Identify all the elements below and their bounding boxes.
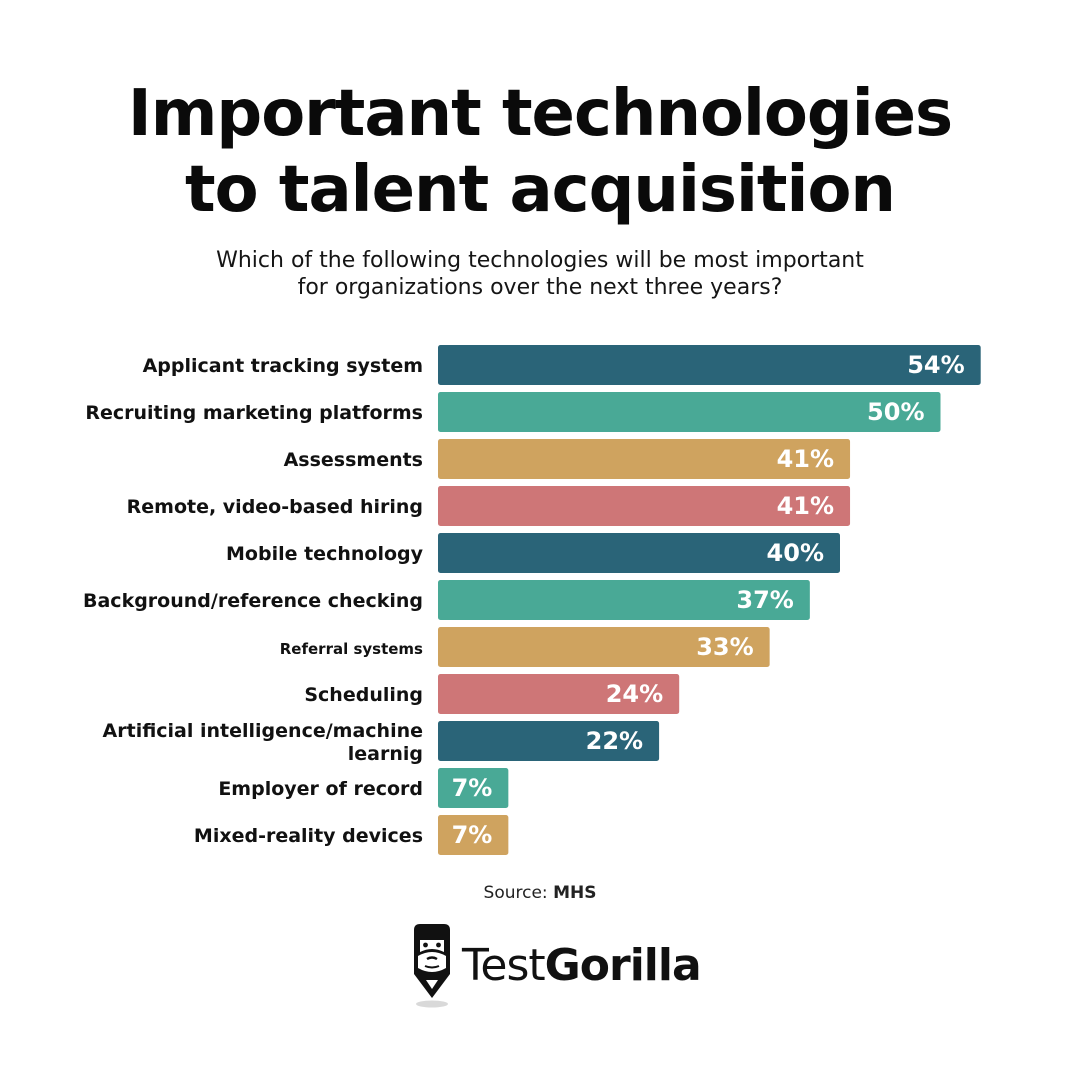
source-prefix: Source:: [483, 883, 548, 903]
category-label: Scheduling: [304, 684, 423, 706]
gorilla-logo-icon: [414, 924, 450, 1008]
bar-row: 41% Assessments: [284, 439, 851, 479]
bar: [438, 345, 981, 385]
bar-row: 50% Recruiting marketing platforms: [85, 392, 941, 432]
bar: [438, 627, 770, 667]
bar: [438, 815, 509, 855]
brand-logo-lockup: TestGorilla: [408, 922, 702, 1012]
bar-row: 7% Employer of record: [218, 768, 509, 808]
category-label: Applicant tracking system: [143, 355, 423, 377]
category-label: Artificial intelligence/machine learnig: [103, 720, 423, 765]
bar: [438, 768, 509, 808]
bar-value-label: 22%: [586, 727, 643, 755]
category-label: Assessments: [284, 449, 423, 471]
bar-value-label: 41%: [777, 445, 834, 473]
bar-value-label: 37%: [736, 586, 793, 614]
bar: [438, 721, 660, 761]
bar: [438, 533, 840, 573]
bar-row: 40% Mobile technology: [226, 533, 840, 573]
bar: [438, 674, 680, 714]
bar-value-label: 24%: [606, 680, 663, 708]
bar-row: 24% Scheduling: [304, 674, 680, 714]
page-title: Important technologies to talent acquisi…: [0, 76, 1080, 228]
bar-row: 33% Referral systems: [280, 627, 770, 667]
brand-name: TestGorilla: [462, 940, 702, 992]
category-label: Mixed-reality devices: [194, 825, 423, 847]
bar: [438, 439, 851, 479]
bar-value-label: 33%: [696, 633, 753, 661]
subtitle-line-1: Which of the following technologies will…: [216, 248, 864, 273]
bar-row: 37% Background/reference checking: [83, 580, 810, 620]
brand-name-part-1: Test: [462, 940, 546, 991]
bar-row: 54% Applicant tracking system: [143, 345, 981, 385]
subtitle-line-2: for organizations over the next three ye…: [297, 275, 783, 300]
category-label: Employer of record: [218, 778, 423, 800]
category-label: Mobile technology: [226, 543, 424, 565]
bar: [438, 580, 810, 620]
source-note: Source: MHS: [0, 883, 1080, 903]
bar-value-label: 7%: [452, 774, 493, 802]
bar-row: 41% Remote, video-based hiring: [127, 486, 851, 526]
bar: [438, 486, 851, 526]
bar-row: 22% Artificial intelligence/machine learni…: [103, 720, 660, 765]
title-line-1: Important technologies: [127, 77, 953, 151]
category-label: Background/reference checking: [83, 590, 423, 612]
title-line-2: to talent acquisition: [185, 153, 896, 227]
bar-row: 7% Mixed-reality devices: [194, 815, 509, 855]
category-label: Recruiting marketing platforms: [85, 402, 423, 424]
bar-value-label: 50%: [867, 398, 924, 426]
bar-value-label: 54%: [907, 351, 964, 379]
category-label: Referral systems: [280, 640, 423, 658]
source-name: MHS: [553, 883, 597, 903]
bar-value-label: 7%: [452, 821, 493, 849]
bar-value-label: 40%: [767, 539, 824, 567]
brand-name-part-2: Gorilla: [544, 940, 702, 991]
bar: [438, 392, 941, 432]
category-label: Remote, video-based hiring: [127, 496, 423, 518]
page-subtitle: Which of the following technologies will…: [0, 247, 1080, 301]
bar-value-label: 41%: [777, 492, 834, 520]
